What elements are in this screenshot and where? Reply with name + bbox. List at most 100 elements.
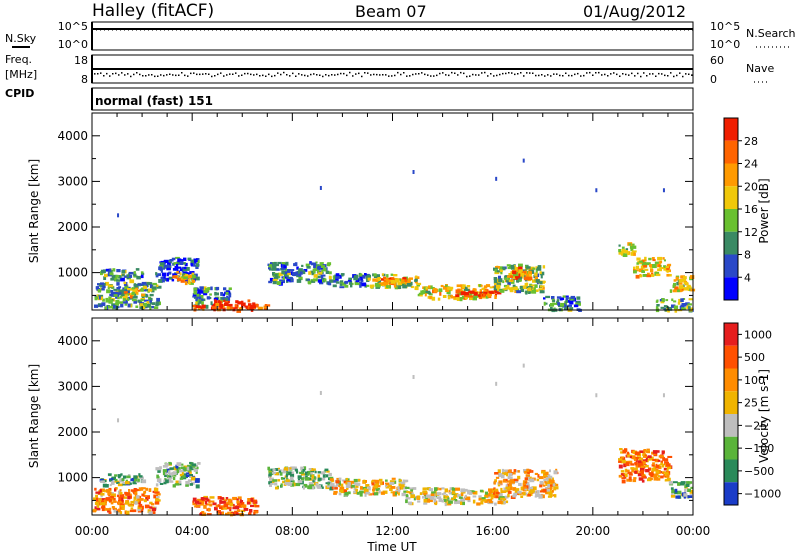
nave-point [430,75,432,77]
scatter-cell [625,462,630,467]
scatter-cell [466,496,471,501]
scatter-cell [644,464,649,468]
nave-point [595,72,597,74]
scatter-cell [313,274,318,278]
nave-point [427,74,429,76]
scatter-cell [228,294,232,298]
scatter-cell [179,477,184,480]
scatter-cell [661,450,665,455]
scatter-cell [419,293,423,297]
scatter-cell [99,489,102,493]
scatter-cell [501,472,506,475]
scatter-cell [525,282,529,285]
scatter-cell [516,290,522,294]
scatter-cell [122,301,126,304]
scatter-cell [456,294,460,298]
scatter-cell [163,276,166,280]
scatter-cell [444,502,447,507]
scatter-cell [570,297,574,301]
nave-point [661,73,663,75]
scatter-cell [564,301,567,306]
scatter-cell [642,459,648,463]
scatter-cell [110,277,115,281]
scatter-cell [498,480,503,484]
scatter-cell [101,508,105,512]
scatter-cell [176,270,179,274]
scatter-cell [536,478,540,482]
scatter-cell [121,505,125,508]
scatter-cell [559,298,563,301]
scatter-cell [105,268,110,272]
scatter-cell [118,496,124,501]
scatter-cell [506,469,512,474]
scatter-cell [467,289,470,292]
scatter-cell [135,268,140,271]
scatter-cell [336,477,341,481]
scatter-cell [317,477,322,481]
scatter-cell [126,475,131,479]
scatter-cell [624,473,628,478]
scatter-cell [650,456,654,459]
nave-point [247,72,249,75]
scatter-cell [481,497,486,501]
scatter-cell [117,292,122,295]
scatter-cell [144,299,149,302]
scatter-cell [344,284,349,288]
nave-point [271,75,273,78]
scatter-cell [125,299,128,304]
nave-point [409,75,411,77]
scatter-cell [302,270,306,275]
scatter-cell [372,284,375,288]
scatter-cell [626,452,630,457]
scatter-cell [274,482,278,486]
scatter-cell [662,257,665,260]
nave-point [667,75,669,77]
scatter-cell [203,497,209,501]
scatter-cell [345,482,349,485]
nave-point [154,75,156,78]
scatter-cell [209,500,215,503]
scatter-cell [164,474,168,478]
scatter-cell [549,486,553,489]
nave-point [304,74,306,77]
scatter-cell [415,278,418,282]
scatter-cell [276,268,280,271]
scatter-cell [182,473,188,477]
scatter-cell [512,270,517,275]
scatter-cell [434,288,438,293]
scatter-cell [429,285,433,290]
scatter-cell [102,284,106,289]
scatter-cell [390,273,394,276]
scatter-cell [655,459,659,462]
scatter-cell [282,477,286,480]
scatter-cell [108,305,112,309]
scatter-cell [512,284,516,288]
scatter-cell [517,470,520,473]
scatter-cell [226,506,232,510]
scatter-cell [472,490,476,494]
scatter-cell [405,486,410,489]
scatter-cell [272,471,276,474]
nave-point [337,73,339,76]
nave-point [466,75,468,78]
scatter-cell [110,501,114,505]
scatter-cell [143,499,147,503]
scatter-cell [674,488,678,493]
scatter-cell [108,296,112,301]
scatter-cell [119,491,123,495]
scatter-cell [144,504,150,509]
scatter-cell [479,289,482,292]
scatter-cell [416,282,422,286]
scatter-cell [100,488,105,491]
scatter-cell [115,510,120,514]
scatter-cell [110,291,116,295]
scatter-cell [227,498,232,502]
scatter-cell [687,495,693,498]
scatter-cell [203,495,208,499]
scatter-cell [380,278,385,281]
scatter-cell [386,279,392,282]
scatter-cell [335,276,341,279]
